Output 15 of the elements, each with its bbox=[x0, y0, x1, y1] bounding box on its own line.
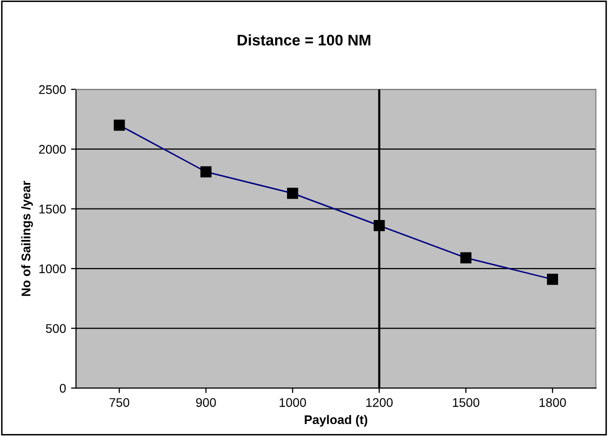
y-axis-title: No of Sailings /year bbox=[21, 180, 33, 296]
x-axis-title: Payload (t) bbox=[304, 414, 368, 427]
x-tick-label: 900 bbox=[196, 398, 216, 407]
y-tick-label: 0 bbox=[60, 384, 66, 393]
x-tick-label: 1000 bbox=[280, 398, 306, 407]
y-tick-label: 2500 bbox=[39, 85, 66, 94]
x-tick-label: 1500 bbox=[452, 398, 480, 407]
y-tick-label: 2000 bbox=[39, 144, 66, 154]
x-tick-label: 750 bbox=[110, 398, 130, 407]
y-tick-label: 500 bbox=[46, 324, 66, 333]
y-tick-label: 1500 bbox=[39, 204, 66, 214]
y-tick-label: 1000 bbox=[39, 264, 66, 274]
chart-title: Distance = 100 NM bbox=[238, 34, 370, 46]
x-tick-label: 1800 bbox=[540, 398, 566, 407]
x-tick-label: 1200 bbox=[366, 398, 393, 407]
